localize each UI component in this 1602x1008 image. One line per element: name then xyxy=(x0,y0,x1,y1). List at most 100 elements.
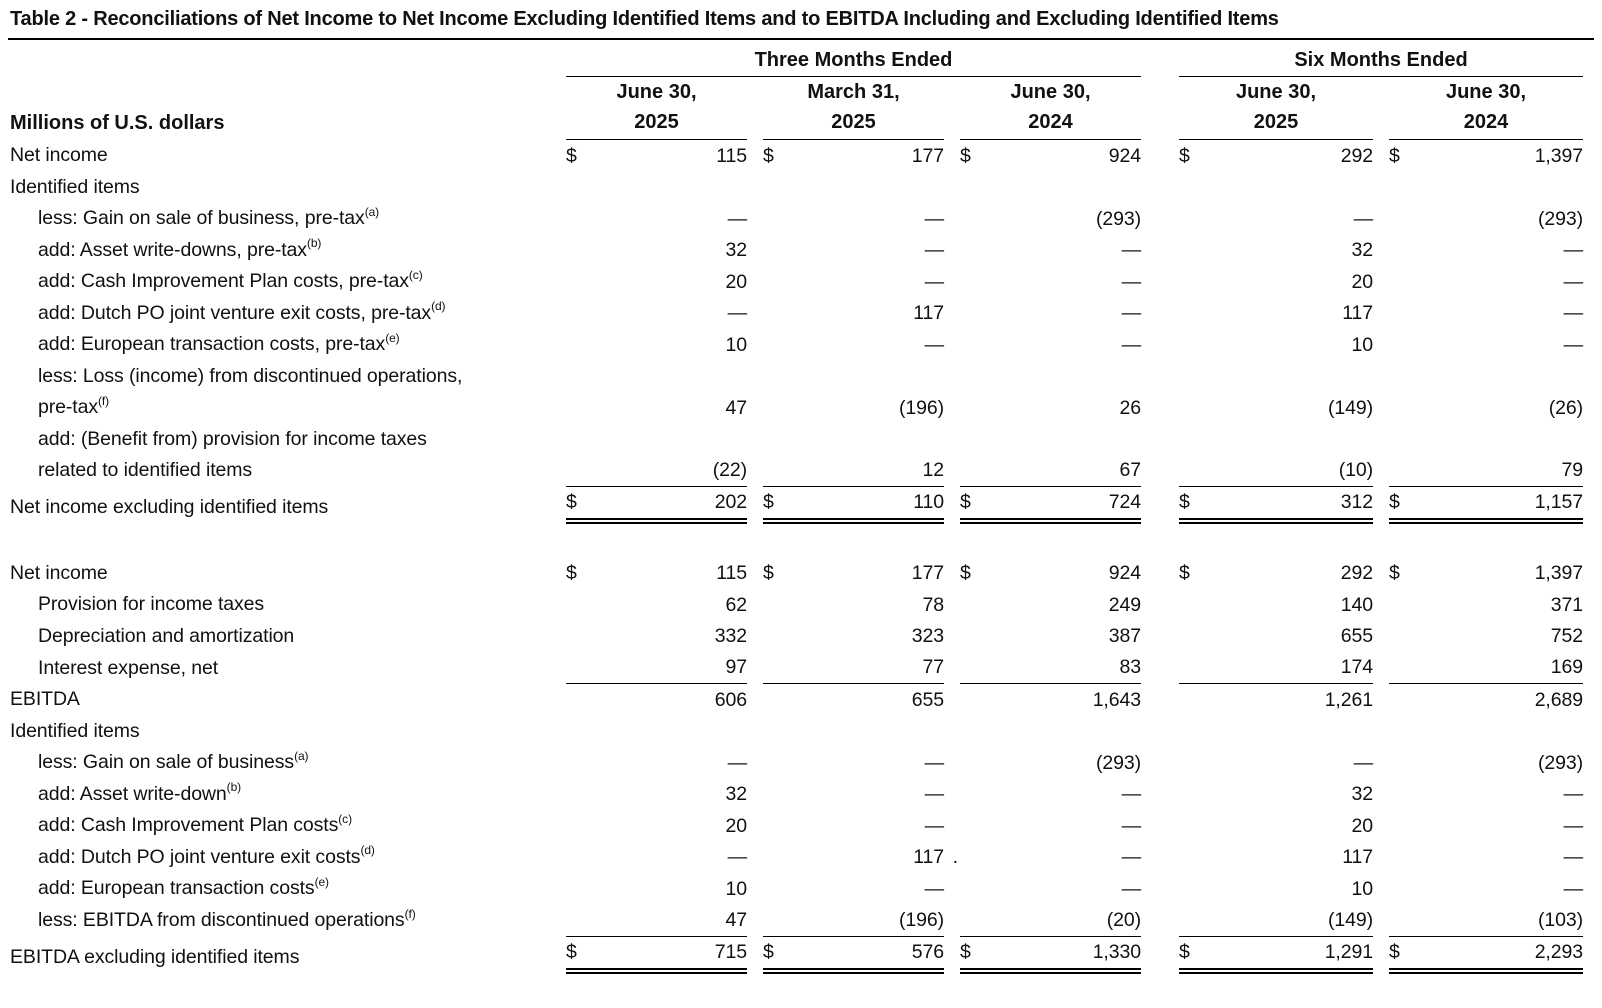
cell-value: (26) xyxy=(1548,396,1583,419)
row-label-line: Identified items xyxy=(10,175,140,198)
value-box: $115 xyxy=(566,558,747,589)
column-header-line2: 2024 xyxy=(1463,111,1509,133)
reconciliation-table: Three Months Ended Six Months Ended Mill… xyxy=(8,42,1591,974)
row-label: Net income excluding identified items xyxy=(8,492,558,524)
row-label-cell: add: European transaction costs(e) xyxy=(8,873,558,905)
cell-value: — xyxy=(924,333,945,356)
cell-value: 20 xyxy=(1351,814,1374,837)
column-header-line1: June 30, xyxy=(616,81,697,103)
cell-value: 924 xyxy=(1108,144,1141,167)
value-cell: 249 xyxy=(952,589,1149,621)
value-cell: 174 xyxy=(1171,652,1381,684)
row-label: less: Loss (income) from discontinued op… xyxy=(8,361,558,424)
cell-value: (149) xyxy=(1327,908,1373,931)
value-cell: 20 xyxy=(1171,810,1381,842)
value-cell: (22) xyxy=(558,424,755,487)
section-spacer-cell xyxy=(8,524,1591,558)
value-box: 77 xyxy=(763,652,944,684)
value-box: (196) xyxy=(763,905,944,937)
row-label: EBITDA xyxy=(8,684,558,716)
column-group-gap xyxy=(1149,810,1171,842)
column-header-line2: 2025 xyxy=(634,111,679,133)
value-box: — xyxy=(1389,811,1584,842)
dollar-sign: $ xyxy=(763,940,774,963)
cell-value: — xyxy=(727,302,748,324)
value-cell: — xyxy=(1381,235,1591,267)
value-box: — xyxy=(566,298,748,329)
value-cell: — xyxy=(755,873,952,905)
value-box: 32 xyxy=(566,235,748,266)
value-cell: 78 xyxy=(755,589,952,621)
value-box: — xyxy=(1389,267,1584,298)
column-header-cell: June 30, 2025 xyxy=(1171,77,1381,140)
value-cell: — xyxy=(1381,842,1591,874)
value-cell: 371 xyxy=(1381,589,1591,621)
cell-value: 117 xyxy=(913,846,944,868)
value-cell: (293) xyxy=(952,747,1149,779)
dollar-sign: $ xyxy=(763,144,774,167)
dollar-sign: $ xyxy=(566,562,577,584)
value-cell: 79 xyxy=(1381,424,1591,487)
cell-value: (103) xyxy=(1537,908,1583,931)
dollar-sign: $ xyxy=(960,940,971,963)
cell-value: — xyxy=(1563,877,1584,900)
value-box: $715 xyxy=(566,937,747,974)
cell-value: — xyxy=(1563,846,1584,868)
column-group-gap xyxy=(1149,842,1171,874)
value-box: 655 xyxy=(1179,621,1373,652)
dollar-sign: $ xyxy=(1389,562,1400,584)
cell-value: — xyxy=(1563,302,1584,324)
cell-value: 79 xyxy=(1561,458,1584,481)
value-box: $576 xyxy=(763,937,944,974)
footnote-ref: (c) xyxy=(338,811,352,826)
row-label-cell: add: Asset write-downs, pre-tax(b) xyxy=(8,235,558,267)
value-cell: — xyxy=(952,235,1149,267)
value-cell: — xyxy=(755,203,952,235)
value-box: 387 xyxy=(960,621,1141,652)
column-header-cell: June 30, 2025 xyxy=(558,77,755,140)
dollar-sign: $ xyxy=(566,940,577,963)
cell-value: 20 xyxy=(725,270,748,293)
value-box: 26 xyxy=(960,393,1142,424)
column-group-gap xyxy=(1149,905,1171,937)
title-rule xyxy=(8,38,1594,40)
column-group-gap xyxy=(1149,172,1171,204)
value-box xyxy=(1179,172,1373,203)
value-cell: (149) xyxy=(1171,905,1381,937)
value-cell xyxy=(952,716,1149,748)
value-cell: 67 xyxy=(952,424,1149,487)
cell-value: 26 xyxy=(1119,396,1142,419)
value-box: 752 xyxy=(1389,621,1583,652)
value-cell: $1,397 xyxy=(1381,558,1591,590)
row-label: add: Dutch PO joint venture exit costs, … xyxy=(8,298,558,330)
cell-value: 32 xyxy=(1351,783,1374,805)
cell-value: (196) xyxy=(898,908,944,931)
cell-value: — xyxy=(924,207,945,230)
footnote-ref: (d) xyxy=(431,299,446,313)
value-box xyxy=(960,172,1141,203)
row-label-cell: add: European transaction costs, pre-tax… xyxy=(8,329,558,361)
column-group-gap xyxy=(1149,235,1171,267)
cell-value: — xyxy=(1563,814,1584,837)
value-box: $1,397 xyxy=(1389,558,1583,589)
row-label: Depreciation and amortization xyxy=(8,621,558,653)
cell-value: — xyxy=(1353,751,1374,774)
value-cell: $115 xyxy=(558,140,755,172)
cell-value: 32 xyxy=(725,239,748,261)
cell-value: — xyxy=(1563,333,1584,356)
value-cell: — xyxy=(952,266,1149,298)
value-cell: — xyxy=(755,747,952,779)
column-group-gap xyxy=(1149,684,1171,716)
footnote-ref: (a) xyxy=(364,204,380,219)
value-box xyxy=(1389,172,1583,203)
cell-value: 655 xyxy=(911,688,944,711)
value-box: — xyxy=(960,330,1142,361)
value-cell: $202 xyxy=(558,487,755,524)
cell-value: 12 xyxy=(922,458,945,481)
value-cell: (293) xyxy=(952,203,1149,235)
value-cell: — xyxy=(558,747,755,779)
value-cell xyxy=(952,172,1149,204)
row-label: less: Gain on sale of business(a) xyxy=(8,747,558,779)
row-label-line: EBITDA excluding identified items xyxy=(10,946,300,968)
